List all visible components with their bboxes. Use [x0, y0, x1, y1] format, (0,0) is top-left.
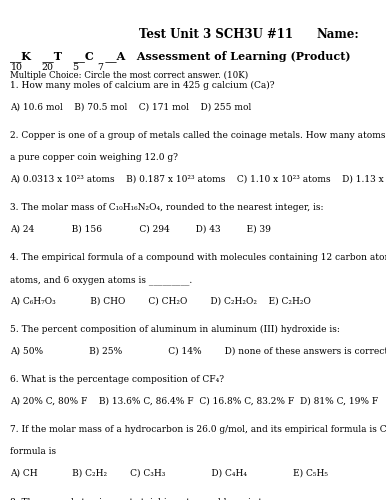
Text: atoms, and 6 oxygen atoms is _________.: atoms, and 6 oxygen atoms is _________.	[10, 275, 192, 284]
Text: A) C₆H₇O₃            B) CHO        C) CH₂O        D) C₂H₂O₂    E) C₂H₂O: A) C₆H₇O₃ B) CHO C) CH₂O D) C₂H₂O₂ E) C₂…	[10, 297, 310, 306]
Text: 7: 7	[98, 62, 104, 72]
Text: Name:: Name:	[317, 28, 359, 40]
Text: A) 24             B) 156             C) 294         D) 43         E) 39: A) 24 B) 156 C) 294 D) 43 E) 39	[10, 225, 271, 234]
Text: a pure copper coin weighing 12.0 g?: a pure copper coin weighing 12.0 g?	[10, 153, 178, 162]
Text: A) 0.0313 x 10²³ atoms    B) 0.187 x 10²³ atoms    C) 1.10 x 10²³ atoms    D) 1.: A) 0.0313 x 10²³ atoms B) 0.187 x 10²³ a…	[10, 175, 386, 184]
Text: A) 50%                B) 25%                C) 14%        D) none of these answe: A) 50% B) 25% C) 14% D) none of these an…	[10, 347, 386, 356]
Text: 5. The percent composition of aluminum in aluminum (III) hydroxide is:: 5. The percent composition of aluminum i…	[10, 325, 340, 334]
Text: 2. Copper is one of a group of metals called the coinage metals. How many atoms : 2. Copper is one of a group of metals ca…	[10, 131, 386, 140]
Text: __K   __T   __C   __A   Assessment of Learning (Product): __K __T __C __A Assessment of Learning (…	[10, 50, 350, 62]
Text: formula is: formula is	[10, 447, 56, 456]
Text: 7. If the molar mass of a hydrocarbon is 26.0 g/mol, and its empirical formula i: 7. If the molar mass of a hydrocarbon is…	[10, 425, 386, 434]
Text: 1. How many moles of calcium are in 425 g calcium (Ca)?: 1. How many moles of calcium are in 425 …	[10, 81, 274, 90]
Text: 20: 20	[42, 62, 54, 72]
Text: Test Unit 3 SCH3U #11: Test Unit 3 SCH3U #11	[139, 28, 293, 40]
Text: A) 10.6 mol    B) 70.5 mol    C) 171 mol    D) 255 mol: A) 10.6 mol B) 70.5 mol C) 171 mol D) 25…	[10, 103, 251, 112]
Text: 6. What is the percentage composition of CF₄?: 6. What is the percentage composition of…	[10, 375, 223, 384]
Text: 8. The second step in most stoichiometry problems is to _____.: 8. The second step in most stoichiometry…	[10, 497, 296, 500]
Text: Multiple Choice: Circle the most correct answer. (10K): Multiple Choice: Circle the most correct…	[10, 71, 248, 80]
Text: 4. The empirical formula of a compound with molecules containing 12 carbon atoms: 4. The empirical formula of a compound w…	[10, 253, 386, 262]
Text: 10: 10	[10, 62, 22, 72]
Text: A) CH            B) C₂H₂        C) C₃H₃                D) C₄H₄                E): A) CH B) C₂H₂ C) C₃H₃ D) C₄H₄ E)	[10, 469, 328, 478]
Text: 3. The molar mass of C₁₀H₁₆N₂O₄, rounded to the nearest integer, is:: 3. The molar mass of C₁₀H₁₆N₂O₄, rounded…	[10, 203, 323, 212]
Text: 5: 5	[72, 62, 78, 72]
Text: A) 20% C, 80% F    B) 13.6% C, 86.4% F  C) 16.8% C, 83.2% F  D) 81% C, 19% F: A) 20% C, 80% F B) 13.6% C, 86.4% F C) 1…	[10, 397, 378, 406]
